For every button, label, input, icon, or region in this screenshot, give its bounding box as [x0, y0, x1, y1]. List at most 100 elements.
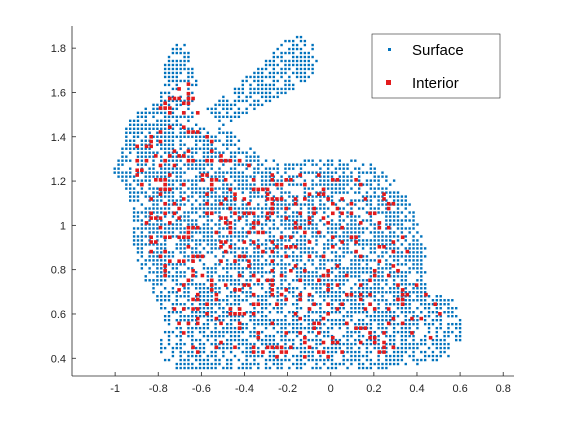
surface-point	[257, 207, 260, 210]
surface-point	[167, 295, 171, 298]
surface-point	[253, 243, 256, 246]
interior-point	[317, 350, 321, 354]
surface-point	[222, 203, 225, 206]
surface-point	[175, 63, 178, 67]
surface-point	[280, 215, 283, 218]
surface-point	[323, 279, 326, 282]
surface-point	[245, 155, 248, 158]
surface-point	[284, 163, 287, 166]
surface-point	[315, 163, 318, 166]
surface-point	[284, 326, 287, 330]
interior-point	[391, 345, 396, 350]
surface-point	[194, 314, 198, 318]
surface-point	[241, 342, 244, 346]
interior-point	[219, 245, 223, 249]
surface-point	[311, 63, 314, 67]
surface-point	[222, 354, 225, 358]
surface-point	[160, 159, 163, 162]
surface-point	[458, 322, 462, 326]
surface-point	[163, 259, 167, 262]
surface-point	[171, 99, 175, 103]
surface-point	[354, 227, 357, 230]
interior-point	[181, 197, 186, 201]
surface-point	[121, 163, 124, 166]
surface-point	[354, 167, 357, 170]
surface-point	[226, 259, 229, 262]
surface-point	[295, 259, 299, 262]
surface-point	[222, 366, 225, 370]
interior-point	[321, 254, 326, 259]
surface-point	[311, 163, 314, 166]
surface-point	[187, 167, 190, 170]
surface-point	[191, 183, 194, 186]
surface-point	[257, 203, 260, 206]
surface-point	[330, 326, 334, 330]
surface-point	[354, 259, 357, 262]
surface-point	[357, 322, 361, 326]
surface-point	[346, 191, 349, 194]
surface-point	[175, 83, 178, 87]
surface-point	[148, 123, 151, 126]
interior-point	[237, 321, 242, 326]
surface-point	[295, 326, 299, 330]
surface-point	[389, 303, 392, 306]
surface-point	[342, 291, 345, 294]
surface-point	[206, 155, 210, 158]
surface-point	[179, 247, 182, 250]
surface-point	[319, 255, 322, 258]
surface-point	[156, 299, 159, 302]
surface-point	[284, 267, 287, 270]
surface-point	[257, 219, 260, 222]
surface-point	[354, 275, 357, 278]
surface-point	[276, 251, 279, 254]
surface-point	[175, 243, 178, 246]
surface-point	[338, 322, 341, 326]
interior-point	[195, 307, 200, 311]
surface-point	[237, 314, 241, 318]
surface-point	[156, 251, 159, 254]
surface-point	[171, 167, 175, 170]
surface-point	[152, 279, 155, 282]
surface-point	[319, 275, 322, 278]
surface-point	[183, 131, 186, 134]
surface-point	[160, 171, 163, 174]
surface-point	[354, 342, 357, 346]
surface-point	[315, 326, 318, 330]
surface-point	[338, 239, 341, 242]
x-tick-label: 0	[328, 383, 334, 395]
surface-point	[377, 187, 380, 190]
surface-point	[323, 259, 326, 262]
surface-point	[222, 103, 225, 107]
surface-point	[152, 255, 155, 258]
surface-point	[241, 366, 244, 370]
surface-point	[132, 131, 136, 134]
surface-point	[326, 346, 330, 350]
surface-point	[175, 51, 178, 55]
surface-point	[268, 239, 272, 242]
surface-point	[315, 358, 318, 362]
surface-point	[299, 35, 303, 39]
interior-point	[177, 235, 181, 240]
surface-point	[268, 171, 272, 174]
surface-point	[171, 79, 175, 83]
surface-point	[206, 287, 210, 290]
surface-point	[392, 235, 396, 238]
surface-point	[350, 350, 353, 354]
surface-point	[245, 295, 248, 298]
surface-point	[342, 299, 345, 302]
interior-point	[256, 335, 261, 340]
surface-point	[222, 267, 225, 270]
surface-point	[369, 287, 373, 290]
surface-point	[160, 111, 163, 115]
surface-point	[268, 59, 272, 63]
surface-point	[431, 358, 435, 362]
surface-point	[295, 55, 299, 59]
surface-point	[117, 175, 120, 178]
surface-point	[183, 247, 186, 250]
interior-point	[237, 311, 242, 316]
surface-point	[361, 239, 365, 242]
surface-point	[156, 223, 159, 226]
surface-point	[241, 350, 244, 354]
surface-point	[288, 366, 291, 370]
surface-point	[206, 322, 210, 326]
